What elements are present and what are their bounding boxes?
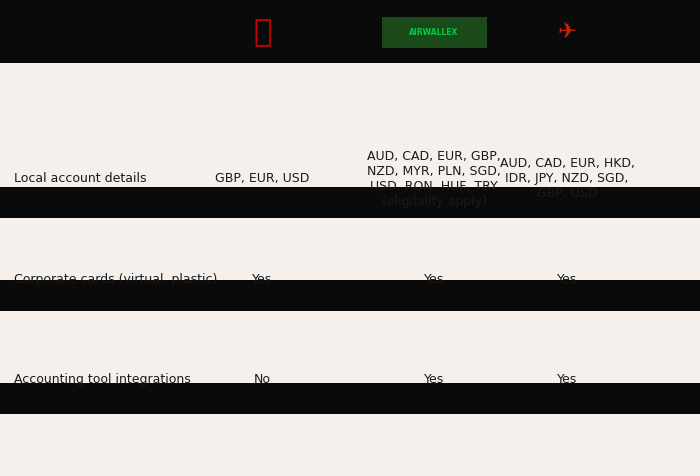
Text: Yes: Yes: [557, 272, 577, 285]
Text: No: No: [254, 372, 271, 385]
Text: 𝑴: 𝑴: [253, 18, 272, 47]
Text: AUD, CAD, EUR, GBP,
NZD, MYR, PLN, SGD,
USD, RON, HUF, TRY
(eligibility apply): AUD, CAD, EUR, GBP, NZD, MYR, PLN, SGD, …: [367, 149, 501, 208]
FancyBboxPatch shape: [0, 188, 700, 219]
Text: GBP, EUR, USD: GBP, EUR, USD: [216, 172, 309, 185]
Text: Yes: Yes: [253, 272, 272, 285]
FancyBboxPatch shape: [0, 281, 700, 312]
FancyBboxPatch shape: [0, 0, 700, 64]
Text: AUD, CAD, EUR, HKD,
IDR, JPY, NZD, SGD,
GBP, USD: AUD, CAD, EUR, HKD, IDR, JPY, NZD, SGD, …: [500, 157, 634, 200]
FancyBboxPatch shape: [382, 18, 486, 49]
Text: AIRWALLEX: AIRWALLEX: [410, 28, 459, 37]
Text: Yes: Yes: [424, 272, 444, 285]
Text: Yes: Yes: [424, 372, 444, 385]
Text: Corporate cards (virtual, plastic): Corporate cards (virtual, plastic): [14, 272, 218, 285]
FancyBboxPatch shape: [0, 383, 700, 414]
Text: ✈: ✈: [558, 22, 576, 42]
Text: Accounting tool integrations: Accounting tool integrations: [14, 372, 190, 385]
Text: Yes: Yes: [557, 372, 577, 385]
Text: Local account details: Local account details: [14, 172, 146, 185]
